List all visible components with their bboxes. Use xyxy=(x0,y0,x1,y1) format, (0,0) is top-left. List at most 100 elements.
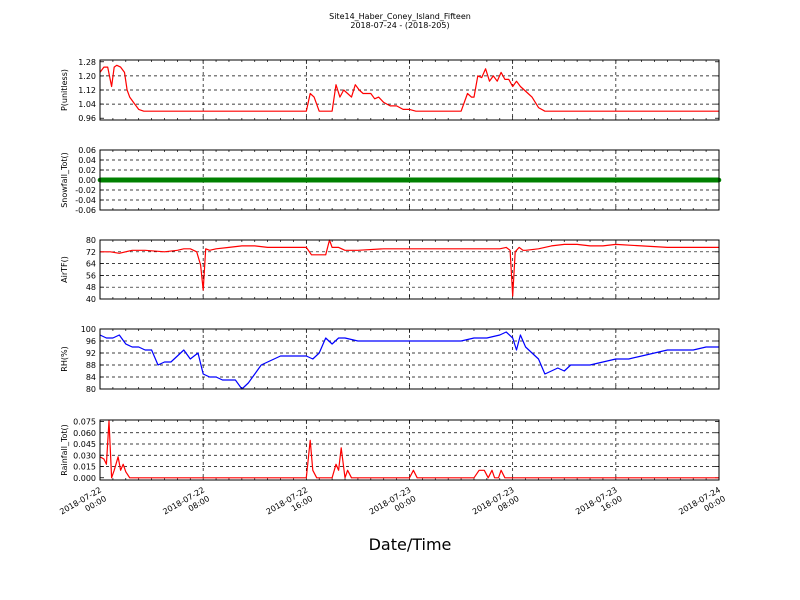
data-point xyxy=(169,177,174,183)
data-point xyxy=(188,177,194,183)
data-point xyxy=(482,177,487,183)
y-tick-label: 64 xyxy=(86,260,96,269)
y-tick-label: 0.02 xyxy=(78,166,96,175)
data-point xyxy=(710,177,715,183)
data-point xyxy=(374,177,380,183)
data-point xyxy=(101,177,106,183)
data-point xyxy=(325,177,331,183)
panel-0: 0.96 1.04 1.12 1.20 1.28 P(unitless) xyxy=(60,58,720,123)
data-point xyxy=(403,177,409,183)
y-tick-label: 0.96 xyxy=(78,114,96,123)
panel-3: 80 84 88 92 96 100 RH(%) xyxy=(60,325,720,394)
y-tick-label: 0.030 xyxy=(73,451,96,460)
data-point xyxy=(439,177,445,183)
data-point xyxy=(527,177,533,183)
panel-1: -0.06-0.04-0.020.000.020.040.06 Snowfall_… xyxy=(60,146,722,215)
data-point xyxy=(713,177,718,183)
data-point xyxy=(202,177,207,183)
data-point xyxy=(153,177,158,183)
data-point xyxy=(355,177,360,183)
data-point xyxy=(332,177,337,183)
data-point xyxy=(605,177,611,183)
y-axis-label: P(unitless) xyxy=(60,69,69,111)
data-point xyxy=(423,177,429,183)
data-point xyxy=(684,177,689,183)
data-point xyxy=(179,177,184,183)
panel-4: 0.000 0.015 0.030 0.045 0.060 0.075 Rainfall_T… xyxy=(60,418,720,483)
data-point xyxy=(680,177,686,183)
data-point xyxy=(592,177,598,183)
y-tick-label: -0.04 xyxy=(75,196,96,205)
data-point xyxy=(267,177,272,183)
y-tick-label: 0.075 xyxy=(73,418,96,427)
data-point xyxy=(397,177,403,183)
data-point xyxy=(306,177,311,183)
data-point xyxy=(462,177,468,183)
data-point xyxy=(351,177,357,183)
data-point xyxy=(127,177,132,183)
chart-title: Site14_Haber_Coney_Island_Fifteen xyxy=(329,12,471,21)
data-point xyxy=(602,177,608,183)
data-point xyxy=(244,177,249,183)
data-point xyxy=(309,177,315,183)
y-tick-label: 0.015 xyxy=(73,463,96,472)
data-point xyxy=(576,177,582,183)
data-point xyxy=(231,177,236,183)
data-point xyxy=(215,177,220,183)
data-point xyxy=(511,177,517,183)
y-tick-label: 100 xyxy=(81,325,96,334)
data-point xyxy=(537,177,543,183)
data-point xyxy=(703,177,709,183)
data-point xyxy=(257,177,262,183)
data-point xyxy=(182,177,187,183)
data-point xyxy=(550,177,556,183)
data-point xyxy=(573,177,578,183)
data-point xyxy=(410,177,416,183)
panel-2: 40 48 56 64 72 80 AirTF() xyxy=(60,236,720,304)
data-point xyxy=(286,177,292,183)
data-point xyxy=(319,177,324,183)
data-point xyxy=(485,177,491,183)
y-tick-label: 0.045 xyxy=(73,440,96,449)
data-point xyxy=(697,177,702,183)
data-point xyxy=(312,177,318,183)
data-point xyxy=(609,177,614,183)
data-point xyxy=(260,177,266,183)
data-point xyxy=(417,177,422,183)
y-axis-label: RH(%) xyxy=(60,346,69,371)
data-point xyxy=(596,177,601,183)
data-point xyxy=(172,177,178,183)
data-point xyxy=(263,177,269,183)
data-point xyxy=(570,177,575,183)
data-point xyxy=(338,177,344,183)
data-point xyxy=(159,177,165,183)
data-point xyxy=(136,177,142,183)
data-point xyxy=(599,177,604,183)
data-point xyxy=(651,177,657,183)
data-point xyxy=(504,177,510,183)
data-point xyxy=(400,177,406,183)
data-point xyxy=(446,177,451,183)
y-tick-label: 1.04 xyxy=(78,100,96,109)
data-point xyxy=(117,177,122,183)
data-point xyxy=(335,177,341,183)
data-point xyxy=(521,177,526,183)
data-point xyxy=(237,177,243,183)
data-point xyxy=(104,177,109,183)
data-point xyxy=(156,177,161,183)
data-point xyxy=(140,177,145,183)
data-point xyxy=(557,177,562,183)
data-point xyxy=(192,177,197,183)
data-point xyxy=(413,177,419,183)
data-point xyxy=(218,177,223,183)
y-tick-label: -0.06 xyxy=(75,206,96,215)
y-tick-label: 40 xyxy=(86,295,96,304)
data-point xyxy=(361,177,367,183)
data-point xyxy=(130,177,135,183)
data-point xyxy=(407,177,412,183)
data-point xyxy=(589,177,595,183)
